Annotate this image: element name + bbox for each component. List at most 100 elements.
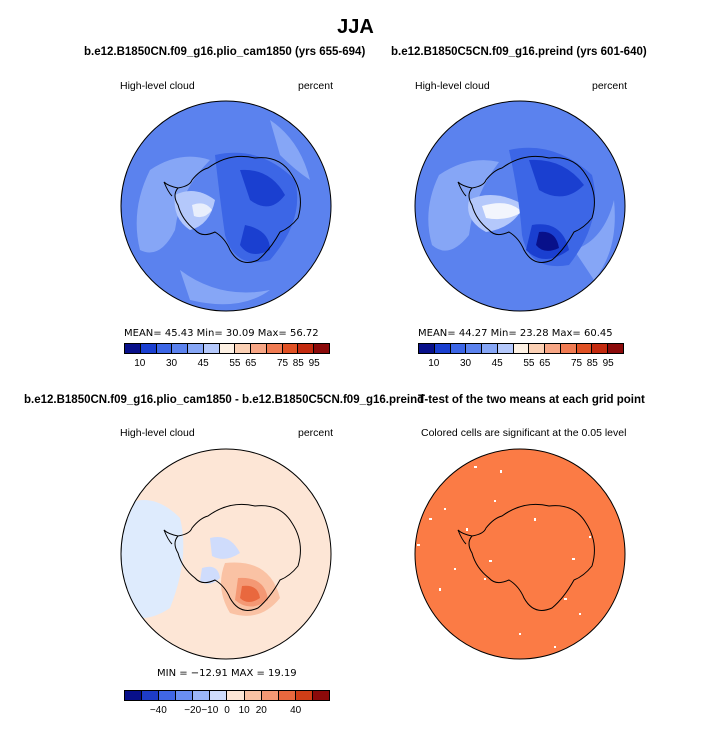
colorbar-tick: 20 (255, 705, 267, 716)
panel-title-bottom-right: T-test of the two means at each grid poi… (418, 394, 645, 406)
colorbar-tick: 95 (308, 358, 320, 369)
stats-top-right: MEAN= 44.27 Min= 23.28 Max= 60.45 (418, 328, 613, 339)
polar-map-bottom-left (120, 448, 332, 660)
colorbar-tick: 10 (238, 705, 250, 716)
contour-fill-darker (240, 225, 270, 254)
stats-top-left: MEAN= 45.43 Min= 30.09 Max= 56.72 (124, 328, 319, 339)
colorbar-swatch (545, 344, 561, 353)
colorbar-swatch (434, 344, 451, 353)
contour-fill-pale-blue (210, 537, 240, 559)
colorbar-swatch (295, 691, 313, 700)
polar-map-top-right (414, 100, 626, 312)
polar-map-top-left (120, 100, 332, 312)
colorbar-tick: 65 (245, 358, 257, 369)
antarctic-peninsula (163, 529, 179, 545)
contour-fill-light (428, 160, 499, 251)
colorbar-tick: 55 (229, 358, 241, 369)
colorbar-swatch (608, 344, 623, 353)
colorbar-ticks-top-right: 10 30 45 55 65 75 85 95 (418, 358, 624, 372)
colorbar-swatch (210, 691, 228, 700)
antarctic-peninsula (457, 529, 473, 545)
colorbar-tick: 30 (459, 358, 472, 369)
colorbar-tick: 75 (276, 358, 289, 369)
colorbar-swatch (203, 344, 220, 353)
contour-fill-dark (215, 152, 298, 263)
antarctic-peninsula (457, 181, 473, 197)
contour-fill-pale-blue (121, 500, 184, 618)
colorbar-swatch (227, 691, 245, 700)
contour-fill-light (574, 200, 615, 280)
colorbar-bottom-left (124, 690, 330, 701)
colorbar-swatch (142, 691, 160, 700)
panel-title-bottom-left: b.e12.B1850CN.f09_g16.plio_cam1850 - b.e… (24, 394, 425, 406)
colorbar-ticks-top-left: 10 30 45 55 65 75 85 95 (124, 358, 330, 372)
colorbar-swatch (172, 344, 189, 353)
contour-fill-white (482, 203, 522, 220)
colorbar-swatch (513, 344, 530, 353)
contour-fill-white (192, 203, 212, 218)
colorbar-swatch (176, 691, 194, 700)
colorbar-swatch (314, 344, 329, 353)
colorbar-tick: 65 (539, 358, 551, 369)
colorbar-swatch (125, 691, 143, 700)
colorbar-tick: 0 (224, 705, 230, 716)
units-label-top-left: percent (298, 80, 334, 92)
colorbar-ticks-bottom-left: −40 −20 −10 0 10 20 40 (124, 705, 330, 719)
colorbar-swatch (419, 344, 435, 353)
variable-label-top-right: High-level cloud (415, 80, 490, 92)
colorbar-swatch (298, 344, 315, 353)
colorbar-swatch (592, 344, 609, 353)
colorbar-swatch (278, 691, 296, 700)
colorbar-swatch (312, 691, 329, 700)
colorbar-swatch (251, 344, 267, 353)
colorbar-swatch (266, 344, 283, 353)
colorbar-swatch (188, 344, 204, 353)
variable-label-top-left: High-level cloud (120, 80, 195, 92)
colorbar-swatch (576, 344, 593, 353)
colorbar-swatch (560, 344, 577, 353)
colorbar-tick: −20 (184, 705, 202, 716)
colorbar-swatch (282, 344, 299, 353)
colorbar-swatch (244, 691, 262, 700)
colorbar-top-right (418, 343, 624, 354)
panel-title-top-left: b.e12.B1850CN.f09_g16.plio_cam1850 (yrs … (84, 46, 366, 58)
colorbar-tick: 10 (428, 358, 440, 369)
stats-bottom-left: MIN = −12.91 MAX = 19.19 (157, 668, 297, 679)
colorbar-tick: 85 (292, 358, 304, 369)
colorbar-swatch (261, 691, 279, 700)
colorbar-swatch (219, 344, 236, 353)
units-label-bottom-left: percent (298, 427, 334, 439)
non-significant-cells (417, 466, 591, 648)
colorbar-swatch (466, 344, 483, 353)
contour-fill-light (270, 120, 310, 180)
colorbar-tick: 45 (197, 358, 209, 369)
colorbar-swatch (125, 344, 141, 353)
significance-fill (415, 449, 625, 659)
colorbar-swatch (193, 691, 211, 700)
colorbar-tick: 95 (602, 358, 614, 369)
contour-fill-darker (529, 159, 584, 197)
colorbar-tick: 10 (134, 358, 146, 369)
contour-fill-light (180, 270, 270, 305)
colorbar-swatch (450, 344, 467, 353)
colorbar-swatch (156, 344, 173, 353)
panel-title-top-right: b.e12.B1850C5CN.f09_g16.preind (yrs 601-… (391, 46, 647, 58)
significance-subtitle: Colored cells are significant at the 0.0… (421, 427, 627, 439)
figure-title: JJA (337, 16, 374, 38)
colorbar-swatch (529, 344, 546, 353)
antarctic-peninsula (163, 181, 179, 197)
colorbar-tick: −40 (149, 705, 167, 716)
colorbar-swatch (482, 344, 498, 353)
colorbar-tick: 40 (290, 705, 302, 716)
units-label-top-right: percent (592, 80, 628, 92)
colorbar-top-left (124, 343, 330, 354)
colorbar-swatch (159, 691, 177, 700)
colorbar-tick: −10 (201, 705, 219, 716)
colorbar-swatch (140, 344, 157, 353)
contour-fill-darkest (536, 231, 559, 251)
polar-map-bottom-right (414, 448, 626, 660)
colorbar-tick: 45 (491, 358, 503, 369)
colorbar-swatch (497, 344, 514, 353)
colorbar-tick: 85 (586, 358, 598, 369)
contour-fill-darker (240, 169, 285, 207)
